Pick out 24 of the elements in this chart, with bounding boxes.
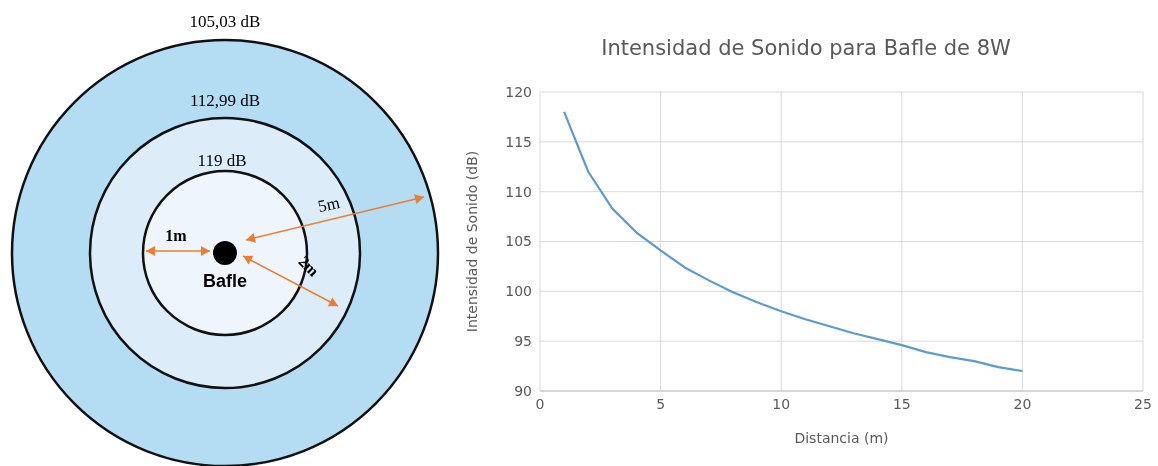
x-axis-title: Distancia (m) bbox=[794, 430, 889, 446]
x-tick-label: 20 bbox=[1013, 395, 1032, 412]
x-tick-label: 5 bbox=[656, 395, 666, 412]
text: 1m bbox=[165, 227, 188, 244]
y-tick-label: 115 bbox=[505, 133, 532, 150]
x-tick-label: 10 bbox=[772, 395, 791, 412]
text: 2m bbox=[295, 252, 323, 281]
y-tick-label: 90 bbox=[514, 382, 532, 399]
text: Bafle bbox=[202, 271, 248, 291]
line-series bbox=[563, 110, 1024, 373]
x-tick-label: 15 bbox=[892, 395, 911, 412]
text: 112,99 dB bbox=[189, 91, 261, 110]
y-tick-label: 110 bbox=[505, 183, 532, 200]
text: 5m bbox=[316, 193, 342, 217]
chart-title: Intensidad de Sonido para Bafle de 8W bbox=[600, 36, 1012, 60]
y-tick-label: 100 bbox=[505, 283, 532, 300]
x-tick-label: 0 bbox=[535, 395, 545, 412]
y-tick-label: 105 bbox=[505, 233, 532, 250]
y-tick-label: 95 bbox=[514, 333, 532, 350]
y-tick-label: 120 bbox=[505, 83, 532, 100]
text: 119 dB bbox=[197, 151, 247, 170]
y-axis-title: Intensidad de Sonido (dB) bbox=[463, 150, 480, 333]
text: 105,03 dB bbox=[189, 12, 261, 31]
x-tick-label: 25 bbox=[1134, 395, 1152, 412]
